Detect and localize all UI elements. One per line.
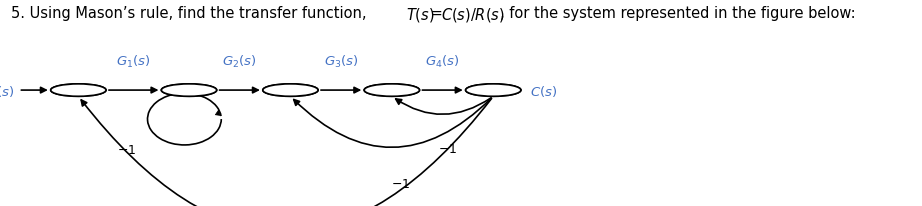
- Text: $C(s)$: $C(s)$: [530, 83, 558, 98]
- Text: =: =: [426, 6, 447, 21]
- Text: $T(s)$: $T(s)$: [406, 6, 434, 24]
- Text: $R(s)$: $R(s)$: [0, 83, 14, 98]
- Circle shape: [51, 84, 106, 97]
- Circle shape: [161, 84, 217, 97]
- Circle shape: [263, 84, 318, 97]
- Text: $G_2(s)$: $G_2(s)$: [222, 54, 257, 70]
- Circle shape: [161, 84, 217, 97]
- Text: $G_4(s)$: $G_4(s)$: [425, 54, 460, 70]
- Text: $G_3(s)$: $G_3(s)$: [324, 54, 359, 70]
- Text: $G_1(s)$: $G_1(s)$: [116, 54, 151, 70]
- Text: , for the system represented in the figure below:: , for the system represented in the figu…: [500, 6, 856, 21]
- Text: $C(s)/R(s)$: $C(s)/R(s)$: [441, 6, 504, 24]
- Text: $-1$: $-1$: [117, 143, 136, 156]
- Text: $-1$: $-1$: [323, 204, 341, 206]
- Circle shape: [51, 84, 106, 97]
- Text: 5. Using Mason’s rule, find the transfer function,: 5. Using Mason’s rule, find the transfer…: [11, 6, 372, 21]
- Circle shape: [466, 84, 521, 97]
- Circle shape: [364, 84, 420, 97]
- Circle shape: [364, 84, 420, 97]
- Circle shape: [466, 84, 521, 97]
- Circle shape: [263, 84, 318, 97]
- Text: $-1$: $-1$: [438, 142, 456, 155]
- Text: $-1$: $-1$: [392, 177, 410, 190]
